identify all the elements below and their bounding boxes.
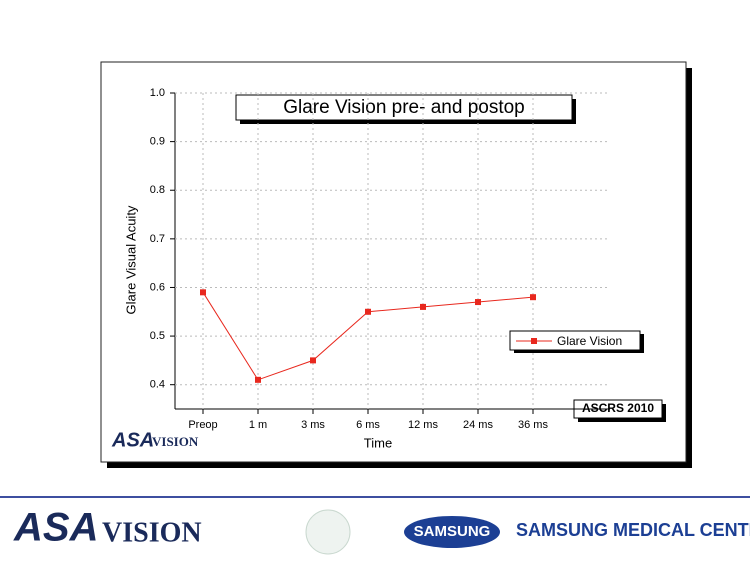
chart-title: Glare Vision pre- and postop xyxy=(283,97,525,118)
y-tick-label: 0.8 xyxy=(150,184,165,196)
title-box xyxy=(235,94,573,121)
x-tick-label: 3 ms xyxy=(301,419,325,431)
x-tick-label: 24 ms xyxy=(463,419,493,431)
y-tick-label: 1.0 xyxy=(150,87,165,99)
x-tick-label: 36 ms xyxy=(518,419,548,431)
y-tick-label: 0.4 xyxy=(150,379,165,391)
samsung-word: SAMSUNG xyxy=(414,523,491,540)
y-tick-label: 0.7 xyxy=(150,233,165,245)
point xyxy=(475,299,481,306)
chart-logo-brand: ASA xyxy=(111,429,154,451)
y-tick-label: 0.6 xyxy=(150,281,165,293)
x-axis-label: Time xyxy=(364,435,392,450)
center-name: SAMSUNG MEDICAL CENTER xyxy=(516,520,750,540)
footer-logo-word: VISION xyxy=(102,517,202,548)
y-tick-label: 0.9 xyxy=(150,136,165,148)
x-tick-label: 12 ms xyxy=(408,419,438,431)
legend-marker xyxy=(531,338,537,344)
point xyxy=(530,294,536,301)
chart-frame xyxy=(100,61,687,463)
point xyxy=(310,357,316,364)
point xyxy=(255,376,261,383)
footer-logo-brand: ASA xyxy=(13,506,98,550)
samsung-oval xyxy=(404,516,500,548)
x-tick-label: 1 m xyxy=(249,419,267,431)
legend-label: Glare Vision xyxy=(557,334,622,348)
x-tick-label: 6 ms xyxy=(356,419,380,431)
seal xyxy=(305,509,351,555)
y-tick-label: 0.5 xyxy=(150,330,165,342)
point xyxy=(365,308,371,315)
point xyxy=(200,289,206,296)
point xyxy=(420,303,426,310)
annotation: ASCRS 2010 xyxy=(582,401,654,415)
x-tick-label: Preop xyxy=(188,419,217,431)
y-axis-label: Glare Visual Acuity xyxy=(123,205,138,314)
chart-logo-word: VISION xyxy=(152,434,199,449)
legend-box xyxy=(509,330,641,351)
